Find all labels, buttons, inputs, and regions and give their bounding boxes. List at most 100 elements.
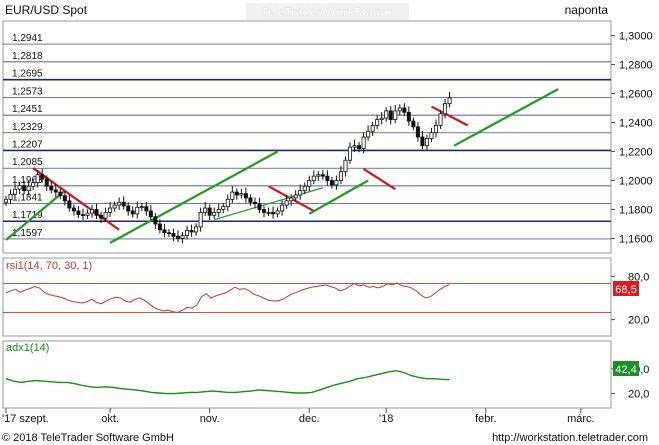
candle-body xyxy=(338,171,343,181)
candle-body xyxy=(76,210,81,215)
candle xyxy=(338,165,343,185)
website-link[interactable]: http://workstation.teletrader.com xyxy=(492,432,648,444)
candle-body xyxy=(325,175,330,181)
candle xyxy=(243,187,248,203)
candle xyxy=(144,201,149,216)
red-trendline xyxy=(32,167,120,231)
candle xyxy=(40,168,45,183)
candle-body xyxy=(248,197,253,203)
price-panel[interactable] xyxy=(2,20,612,254)
adx-line xyxy=(5,369,450,395)
price-axis: 1,3000 1,2800 1,2600 1,2400 1,2200 1,2000 1,18… xyxy=(611,31,653,246)
candle-body xyxy=(126,205,131,212)
candle-body xyxy=(352,145,357,148)
candle-body xyxy=(153,216,158,225)
candle-body xyxy=(80,214,85,216)
candle xyxy=(194,223,199,236)
candle xyxy=(8,189,13,205)
candle-body xyxy=(53,189,58,193)
candle-body xyxy=(234,191,239,196)
watermark-bg xyxy=(246,3,409,20)
candle xyxy=(175,230,180,243)
candle-body xyxy=(293,194,298,199)
candle xyxy=(135,201,140,219)
candle-body xyxy=(261,209,266,213)
candle-body xyxy=(49,185,54,191)
candle-body xyxy=(4,198,9,203)
time-axis: '17 szept. okt. nov. dec. '18 febr. márc. xyxy=(2,408,595,425)
adx-panel[interactable] xyxy=(2,340,612,409)
candle-body xyxy=(266,211,271,214)
candle-body xyxy=(94,209,99,216)
rsi-line xyxy=(5,282,450,313)
candle-body xyxy=(406,111,411,122)
candle-body xyxy=(35,174,40,184)
level-label: 1,2695 xyxy=(12,69,43,80)
candle xyxy=(225,194,230,212)
period-label[interactable]: naponta xyxy=(565,3,609,17)
candle-body xyxy=(402,107,407,113)
candle xyxy=(248,194,253,206)
candle xyxy=(406,106,411,126)
candle-body xyxy=(289,197,294,202)
candle-body xyxy=(166,232,171,235)
candle-body xyxy=(139,206,144,209)
candle-body xyxy=(207,207,212,216)
candle-body xyxy=(370,125,375,132)
green-trendline xyxy=(5,189,66,241)
copyright: © 2018 TeleTrader Software GmbH xyxy=(2,432,174,444)
candle xyxy=(166,229,171,238)
candle xyxy=(252,197,257,209)
candle-body xyxy=(311,175,316,181)
candle-body xyxy=(443,103,448,115)
candle-body xyxy=(180,235,185,239)
candle-body xyxy=(194,226,199,233)
level-label: 1,2085 xyxy=(12,157,43,168)
candle xyxy=(424,134,429,151)
rsi-panel[interactable] xyxy=(2,257,612,337)
candle xyxy=(320,169,325,180)
rsi-tick-label: 20,0 xyxy=(628,315,649,327)
level-lines: 1,2941 1,2818 1,2695 1,2573 1,2451 1,2329 1,22… xyxy=(3,33,611,240)
candle-body xyxy=(415,126,420,138)
level-label: 1,2451 xyxy=(12,104,43,115)
candle xyxy=(62,190,67,206)
symbol-title: EUR/USD Spot xyxy=(5,3,88,17)
candle-body xyxy=(438,113,443,126)
candle xyxy=(447,91,452,108)
time-tick-label: márc. xyxy=(567,413,595,425)
level-label: 1,2818 xyxy=(12,51,43,62)
candle-body xyxy=(447,97,452,105)
candle-body xyxy=(58,191,63,197)
candle-body xyxy=(302,185,307,192)
time-tick-label: '17 szept. xyxy=(2,413,49,425)
candle-body xyxy=(99,214,104,219)
candle xyxy=(139,202,144,211)
candle-body xyxy=(298,190,303,196)
price-tick-label: 1,1600 xyxy=(619,234,653,246)
candle-body xyxy=(8,193,13,200)
candle xyxy=(325,170,330,186)
candle-body xyxy=(361,136,366,149)
candle xyxy=(429,127,434,143)
candle-body xyxy=(17,185,22,190)
candle xyxy=(71,204,76,216)
candle xyxy=(112,201,117,212)
candle xyxy=(361,132,366,154)
candle xyxy=(284,194,289,209)
candle-body xyxy=(189,230,194,233)
candle-body xyxy=(366,130,371,138)
candle xyxy=(58,188,63,200)
level-label: 1,2573 xyxy=(12,86,43,97)
red-trendline xyxy=(430,105,469,127)
time-tick-label: nov. xyxy=(200,413,220,425)
candle-body xyxy=(334,180,339,186)
price-tick-label: 1,2800 xyxy=(619,60,653,72)
candle xyxy=(302,182,307,195)
candle xyxy=(271,206,276,219)
candle-body xyxy=(388,110,393,121)
candle-body xyxy=(343,159,348,173)
price-tick-label: 1,2000 xyxy=(619,176,653,188)
level-label: 1,2941 xyxy=(12,33,43,44)
